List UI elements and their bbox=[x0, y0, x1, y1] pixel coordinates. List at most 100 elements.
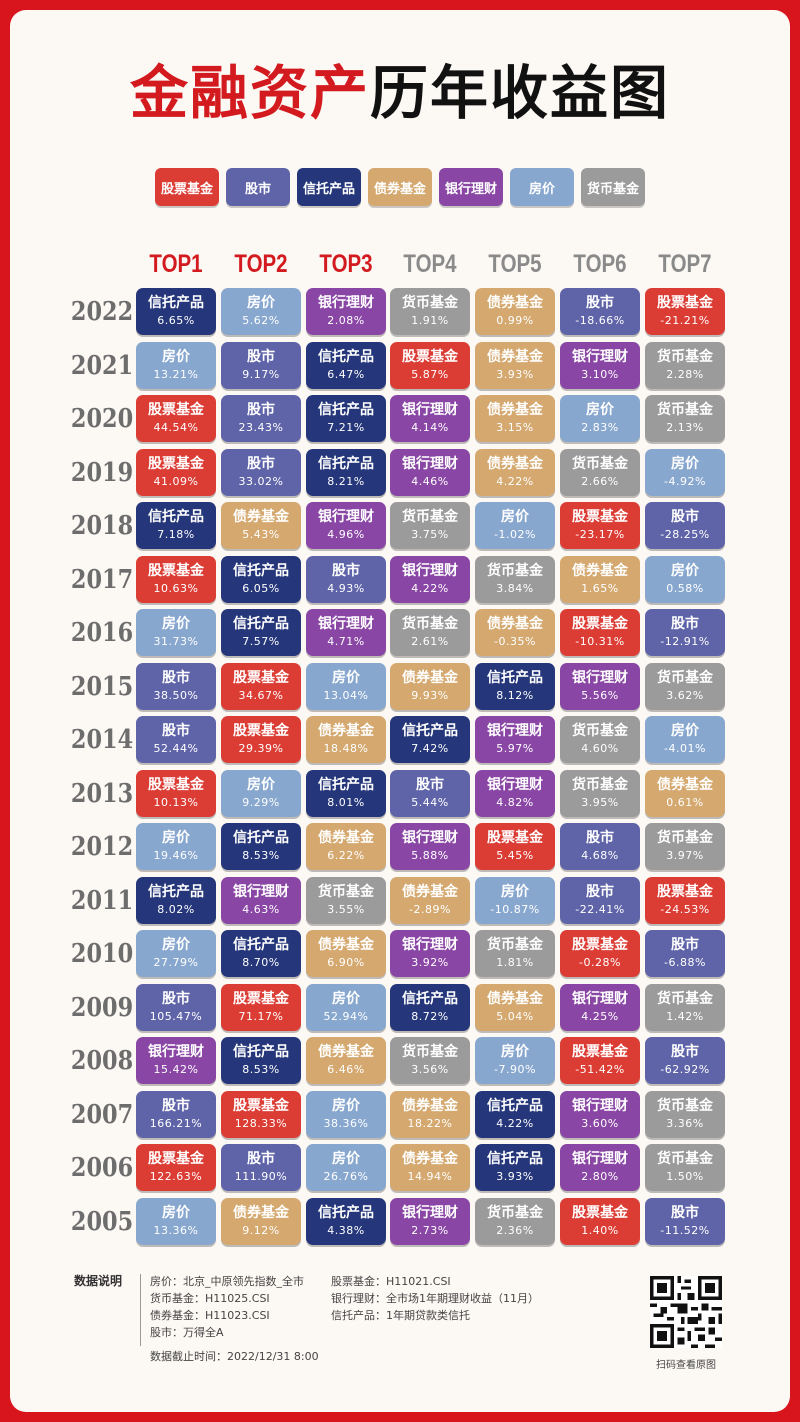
return-cell: 信托产品 8.21% bbox=[306, 449, 386, 496]
return-cell: 货币基金 3.97% bbox=[645, 823, 725, 870]
return-value: 2.08% bbox=[327, 314, 365, 327]
asset-name: 股市 bbox=[162, 1098, 190, 1114]
return-cell: 信托产品 3.93% bbox=[475, 1144, 555, 1191]
asset-name: 货币基金 bbox=[572, 723, 628, 739]
return-value: 2.66% bbox=[581, 475, 619, 488]
return-value: -22.41% bbox=[575, 903, 625, 916]
asset-name: 货币基金 bbox=[487, 937, 543, 953]
return-value: 13.04% bbox=[323, 689, 369, 702]
return-value: 13.21% bbox=[153, 368, 199, 381]
year-label: 2014 bbox=[70, 725, 134, 755]
return-value: 3.97% bbox=[666, 849, 704, 862]
asset-name: 股市 bbox=[247, 349, 275, 365]
asset-name: 货币基金 bbox=[657, 349, 713, 365]
return-value: 52.44% bbox=[153, 742, 199, 755]
year-label: 2016 bbox=[70, 618, 134, 648]
year-label: 2005 bbox=[70, 1207, 134, 1237]
asset-name: 股市 bbox=[671, 1044, 699, 1060]
return-cell: 股市 -22.41% bbox=[560, 877, 640, 924]
return-cell: 债券基金 4.22% bbox=[475, 449, 555, 496]
return-cell: 银行理财 3.10% bbox=[560, 342, 640, 389]
asset-name: 银行理财 bbox=[572, 991, 628, 1007]
return-value: 10.63% bbox=[153, 582, 199, 595]
asset-name: 股票基金 bbox=[233, 1098, 289, 1114]
return-cell: 债券基金 1.65% bbox=[560, 556, 640, 603]
asset-name: 股市 bbox=[162, 991, 190, 1007]
return-value: 4.68% bbox=[581, 849, 619, 862]
return-value: 111.90% bbox=[234, 1170, 288, 1183]
rank-header: TOP7 bbox=[658, 250, 712, 278]
asset-name: 股市 bbox=[671, 616, 699, 632]
return-value: 44.54% bbox=[153, 421, 199, 434]
asset-name: 房价 bbox=[332, 991, 360, 1007]
return-value: 5.45% bbox=[496, 849, 534, 862]
asset-name: 债券基金 bbox=[487, 456, 543, 472]
return-value: 2.83% bbox=[581, 421, 619, 434]
return-cell: 信托产品 8.12% bbox=[475, 663, 555, 710]
asset-name: 房价 bbox=[671, 563, 699, 579]
return-cell: 债券基金 3.93% bbox=[475, 342, 555, 389]
asset-name: 股市 bbox=[162, 670, 190, 686]
asset-name: 信托产品 bbox=[318, 349, 374, 365]
asset-name: 债券基金 bbox=[402, 670, 458, 686]
return-cell: 股票基金 5.45% bbox=[475, 823, 555, 870]
return-value: 15.42% bbox=[153, 1063, 199, 1076]
return-value: 3.84% bbox=[496, 582, 534, 595]
asset-name: 货币基金 bbox=[487, 1205, 543, 1221]
return-value: 8.53% bbox=[242, 1063, 280, 1076]
return-cell: 股票基金 10.63% bbox=[136, 556, 216, 603]
asset-name: 债券基金 bbox=[402, 884, 458, 900]
return-value: 9.12% bbox=[242, 1224, 280, 1237]
asset-name: 股票基金 bbox=[402, 349, 458, 365]
return-value: 3.75% bbox=[411, 528, 449, 541]
asset-name: 股市 bbox=[671, 1205, 699, 1221]
return-value: 3.62% bbox=[666, 689, 704, 702]
asset-name: 房价 bbox=[162, 1205, 190, 1221]
year-label: 2019 bbox=[70, 458, 134, 488]
asset-name: 房价 bbox=[332, 1151, 360, 1167]
return-cell: 房价 -4.92% bbox=[645, 449, 725, 496]
return-value: -18.66% bbox=[575, 314, 625, 327]
note-line: 债券基金：H11023.CSI bbox=[150, 1309, 270, 1322]
return-cell: 信托产品 8.72% bbox=[390, 984, 470, 1031]
year-label: 2007 bbox=[70, 1100, 134, 1130]
return-cell: 房价 38.36% bbox=[306, 1091, 386, 1138]
asset-name: 银行理财 bbox=[402, 456, 458, 472]
title-rest: 历年收益图 bbox=[370, 59, 671, 127]
return-value: 7.18% bbox=[157, 528, 195, 541]
return-value: -4.92% bbox=[664, 475, 706, 488]
asset-name: 债券基金 bbox=[487, 402, 543, 418]
asset-name: 银行理财 bbox=[402, 937, 458, 953]
year-label: 2008 bbox=[70, 1046, 134, 1076]
asset-name: 货币基金 bbox=[657, 1098, 713, 1114]
asset-name: 股票基金 bbox=[233, 670, 289, 686]
return-cell: 货币基金 1.50% bbox=[645, 1144, 725, 1191]
asset-name: 股票基金 bbox=[487, 830, 543, 846]
asset-name: 债券基金 bbox=[402, 1151, 458, 1167]
return-cell: 股票基金 -23.17% bbox=[560, 502, 640, 549]
return-value: 38.36% bbox=[323, 1117, 369, 1130]
return-value: 19.46% bbox=[153, 849, 199, 862]
return-value: -7.90% bbox=[494, 1063, 536, 1076]
asset-name: 债券基金 bbox=[318, 723, 374, 739]
asset-name: 股票基金 bbox=[572, 616, 628, 632]
return-cell: 信托产品 8.53% bbox=[221, 1037, 301, 1084]
asset-name: 货币基金 bbox=[657, 830, 713, 846]
return-value: 4.22% bbox=[496, 1117, 534, 1130]
return-value: -10.31% bbox=[575, 635, 625, 648]
year-label: 2010 bbox=[70, 939, 134, 969]
asset-name: 股票基金 bbox=[148, 402, 204, 418]
return-value: 8.01% bbox=[327, 796, 365, 809]
asset-name: 信托产品 bbox=[318, 777, 374, 793]
return-value: 2.36% bbox=[496, 1224, 534, 1237]
asset-name: 债券基金 bbox=[487, 349, 543, 365]
return-value: 122.63% bbox=[149, 1170, 203, 1183]
return-value: -28.25% bbox=[660, 528, 710, 541]
return-value: 0.61% bbox=[666, 796, 704, 809]
return-cell: 债券基金 9.93% bbox=[390, 663, 470, 710]
return-value: 1.91% bbox=[411, 314, 449, 327]
asset-name: 信托产品 bbox=[402, 991, 458, 1007]
return-cell: 股市 -12.91% bbox=[645, 609, 725, 656]
return-cell: 信托产品 7.42% bbox=[390, 716, 470, 763]
qr-code[interactable] bbox=[650, 1276, 722, 1348]
